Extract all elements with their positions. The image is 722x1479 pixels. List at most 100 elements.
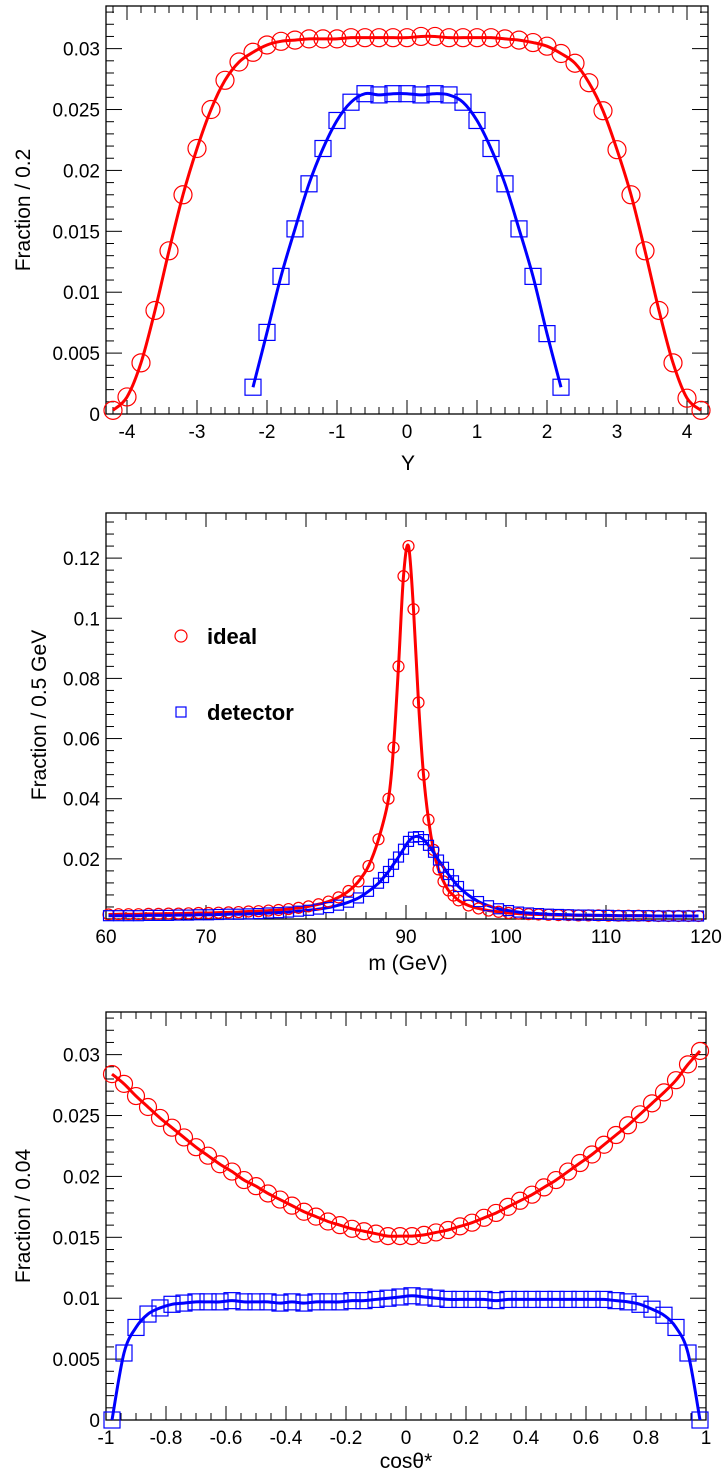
rapidity-detector-point bbox=[524, 267, 542, 285]
costheta-ideal-point bbox=[306, 1207, 326, 1226]
rapidity-detector-point bbox=[286, 220, 304, 238]
rapidity-x-tick-label: 3 bbox=[612, 422, 623, 443]
mass-panel: 60 70 80 90 100 110 120 0.02 0.04 0.06 0.08 0.1 0.12… bbox=[28, 512, 722, 975]
rapidity-y-tick-label: 0.02 bbox=[63, 161, 100, 182]
mass-y-axis-title: Fraction / 0.5 GeV bbox=[28, 630, 51, 800]
mass-y-tick-label: 0.08 bbox=[63, 669, 100, 690]
costheta-ideal-point bbox=[390, 1226, 410, 1246]
rapidity-ideal-point bbox=[131, 353, 151, 373]
costheta-x-tick-label: -0.4 bbox=[270, 1428, 303, 1449]
rapidity-detector-point bbox=[440, 86, 458, 104]
costheta-ideal-point bbox=[342, 1219, 362, 1238]
rapidity-y-tick-label: 0.03 bbox=[63, 40, 100, 61]
costheta-ideal-point bbox=[654, 1083, 674, 1102]
costheta-ideal-point bbox=[258, 1184, 278, 1203]
rapidity-detector-point bbox=[244, 378, 262, 396]
costheta-ideal-point bbox=[354, 1222, 374, 1241]
rapidity-detector-point bbox=[384, 85, 402, 103]
costheta-detector-point bbox=[391, 1288, 409, 1306]
costheta-axes: -1 -0.8 -0.6 -0.4 -0.2 0 0.2 0.4 0.6 0.8 1 0 0.005 0.… bbox=[52, 1012, 711, 1449]
mass-ideal-point bbox=[422, 813, 435, 826]
rapidity-ideal-point bbox=[229, 52, 249, 72]
mass-ideal-point bbox=[402, 539, 415, 553]
costheta-detector-point bbox=[487, 1292, 505, 1310]
rapidity-ideal-point bbox=[103, 400, 123, 420]
costheta-y-tick-label: 0.01 bbox=[63, 1289, 100, 1310]
costheta-ideal-point bbox=[330, 1216, 350, 1235]
costheta-ideal-point bbox=[690, 1041, 710, 1061]
costheta-x-tick-label: 1 bbox=[701, 1428, 712, 1449]
costheta-detector-point bbox=[127, 1318, 145, 1337]
costheta-detector-point bbox=[343, 1292, 361, 1310]
costheta-markers bbox=[102, 1041, 710, 1429]
costheta-ideal-point bbox=[630, 1105, 650, 1124]
rapidity-y-tick-label: 0.025 bbox=[52, 101, 100, 122]
mass-detector-point bbox=[692, 910, 705, 922]
costheta-x-tick-label: -1 bbox=[98, 1428, 115, 1449]
costheta-detector-point bbox=[319, 1293, 337, 1311]
costheta-detector-point bbox=[439, 1290, 457, 1309]
costheta-detector-point bbox=[691, 1411, 709, 1429]
mass-x-tick-label: 60 bbox=[95, 927, 116, 948]
costheta-ideal-point bbox=[378, 1226, 398, 1246]
rapidity-ideal-point bbox=[523, 32, 543, 53]
costheta-detector-point bbox=[523, 1290, 541, 1309]
mass-x-tick-label: 70 bbox=[195, 927, 216, 948]
costheta-ideal-point bbox=[642, 1094, 662, 1113]
rapidity-y-tick-label: 0.015 bbox=[52, 222, 100, 243]
rapidity-detector-point bbox=[398, 85, 416, 103]
rapidity-ideal-point bbox=[327, 29, 347, 49]
costheta-ideal-point bbox=[186, 1138, 206, 1157]
rapidity-ideal-point bbox=[369, 28, 389, 48]
rapidity-x-tick-label: -4 bbox=[119, 422, 136, 443]
mass-ideal-point bbox=[407, 603, 420, 616]
rapidity-ideal-point bbox=[159, 241, 179, 261]
costheta-detector-point bbox=[475, 1290, 493, 1309]
costheta-x-axis-title: cosθ* bbox=[380, 1450, 433, 1473]
rapidity-ideal-point bbox=[663, 353, 683, 373]
mass-ideal-point bbox=[352, 875, 365, 888]
costheta-ideal-point bbox=[138, 1097, 158, 1117]
costheta-detector-point bbox=[451, 1290, 469, 1309]
costheta-detector-curve bbox=[110, 1294, 702, 1421]
costheta-ideal-point bbox=[558, 1162, 578, 1181]
rapidity-detector-point bbox=[538, 325, 556, 343]
costheta-detector-point bbox=[583, 1290, 601, 1309]
rapidity-curves bbox=[111, 34, 702, 412]
costheta-ideal-point bbox=[270, 1190, 290, 1209]
rapidity-detector-point bbox=[496, 175, 514, 193]
mass-ideal-point bbox=[382, 792, 395, 805]
costheta-ideal-point bbox=[234, 1170, 254, 1190]
costheta-plot-frame bbox=[105, 1011, 707, 1421]
rapidity-y-tick-label: 0.005 bbox=[52, 344, 100, 365]
rapidity-ideal-point bbox=[411, 26, 431, 47]
mass-ideal-point bbox=[372, 833, 385, 846]
costheta-y-tick-label: 0 bbox=[89, 1411, 100, 1432]
costheta-curves bbox=[110, 1049, 702, 1421]
rapidity-detector-point bbox=[314, 139, 332, 158]
costheta-ideal-point bbox=[282, 1196, 302, 1215]
mass-curves bbox=[108, 543, 699, 918]
costheta-detector-point bbox=[331, 1293, 349, 1311]
costheta-ideal-point bbox=[438, 1220, 458, 1240]
legend-detector-marker bbox=[175, 706, 187, 718]
costheta-y-axis-title: Fraction / 0.04 bbox=[12, 1149, 35, 1284]
costheta-ideal-point bbox=[102, 1065, 122, 1084]
rapidity-ideal-point bbox=[635, 241, 655, 261]
rapidity-ideal-point bbox=[551, 43, 571, 64]
mass-ideal-point bbox=[342, 884, 355, 898]
rapidity-ideal-point bbox=[565, 53, 585, 73]
costheta-x-tick-label: -0.2 bbox=[330, 1428, 363, 1449]
rapidity-ideal-point bbox=[691, 400, 711, 420]
costheta-x-tick-label: 0.6 bbox=[573, 1428, 599, 1449]
rapidity-ideal-point bbox=[425, 26, 445, 47]
mass-axes: 60 70 80 90 100 110 120 0.02 0.04 0.06 0.08 0.1 0.12 bbox=[63, 513, 722, 948]
rapidity-detector-point bbox=[454, 93, 472, 111]
costheta-detector-point bbox=[559, 1290, 577, 1309]
costheta-x-tick-label: 0 bbox=[401, 1428, 412, 1449]
costheta-detector-point bbox=[427, 1289, 445, 1307]
mass-x-tick-label: 90 bbox=[395, 927, 416, 948]
rapidity-x-tick-label: 2 bbox=[542, 422, 553, 443]
mass-y-tick-label: 0.12 bbox=[63, 549, 100, 570]
rapidity-panel: -4 -3 -2 -1 0 1 2 3 4 0 0.005 0.01 0.015 0.02 0.025 0.0… bbox=[12, 5, 711, 475]
